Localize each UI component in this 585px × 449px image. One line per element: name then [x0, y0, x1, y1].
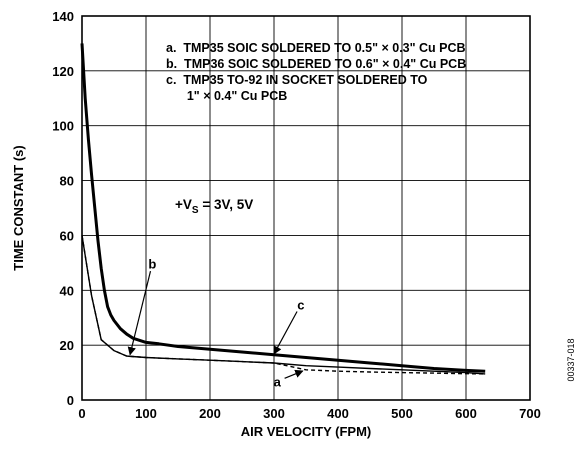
supply-condition: +VS = 3V, 5V	[175, 197, 253, 216]
series-tag-arrow-b	[127, 270, 152, 356]
x-tick-label: 600	[455, 406, 477, 421]
series-tag-arrow-a	[284, 369, 304, 379]
x-tick-label: 100	[135, 406, 157, 421]
supply-suffix: = 3V, 5V	[199, 197, 254, 212]
tick-labels: 0 100 200 300 400 500 600 700 0 20 40 60 80 100 120 140	[52, 9, 541, 421]
x-tick-label: 300	[263, 406, 285, 421]
y-tick-label: 20	[60, 338, 74, 353]
legend-entry-c-continued: 1" × 0.4" Cu PCB	[166, 89, 287, 103]
legend-entry-c: c. TMP35 TO-92 IN SOCKET SOLDERED TO	[166, 73, 428, 87]
y-tick-label: 120	[52, 64, 74, 79]
y-axis-title: TIME CONSTANT (s)	[11, 145, 26, 270]
series-line-b	[81, 235, 486, 375]
x-tick-label: 500	[391, 406, 413, 421]
y-tick-label: 60	[60, 228, 74, 243]
y-tick-label: 140	[52, 9, 74, 24]
supply-subscript: S	[192, 205, 199, 216]
series-group	[80, 43, 486, 375]
series-tags: a b c	[127, 256, 304, 389]
x-axis-title: AIR VELOCITY (FPM)	[241, 424, 371, 439]
x-tick-label: 0	[78, 406, 85, 421]
y-tick-label: 40	[60, 283, 74, 298]
x-tick-label: 700	[519, 406, 541, 421]
series-tag-a: a	[274, 374, 282, 389]
series-line-c	[80, 43, 486, 373]
series-tag-c: c	[297, 297, 304, 312]
x-tick-label: 400	[327, 406, 349, 421]
supply-prefix: +V	[175, 197, 192, 212]
figure-id: 00337-018	[566, 338, 576, 381]
legend: a. TMP35 SOIC SOLDERED TO 0.5" × 0.3" Cu…	[166, 41, 466, 103]
series-tag-b: b	[148, 256, 156, 271]
series-tag-arrow-c	[273, 311, 298, 355]
plot-frame	[81, 15, 531, 401]
y-tick-label: 0	[67, 393, 74, 408]
grid	[81, 15, 531, 401]
legend-entry-a: a. TMP35 SOIC SOLDERED TO 0.5" × 0.3" Cu…	[166, 41, 466, 55]
y-tick-label: 80	[60, 174, 74, 189]
legend-entry-b: b. TMP36 SOIC SOLDERED TO 0.6" × 0.4" Cu…	[166, 57, 466, 71]
x-tick-label: 200	[199, 406, 221, 421]
y-tick-label: 100	[52, 119, 74, 134]
